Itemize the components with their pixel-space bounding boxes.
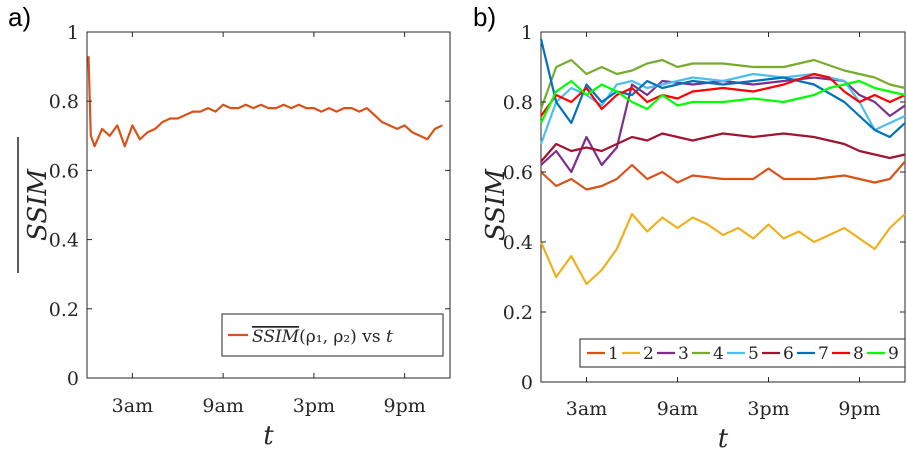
- y-tick-label: 0.2: [503, 302, 533, 324]
- y-axis-label: SSIM: [23, 168, 53, 241]
- y-tick-label: 1: [67, 22, 79, 44]
- series-line-4: [539, 58, 906, 110]
- x-axis-label: t: [263, 421, 274, 451]
- series-line-3: [540, 76, 906, 174]
- legend-entry: SSIM(ρ₁, ρ₂) vs t: [252, 327, 393, 347]
- series-line-6: [540, 132, 906, 163]
- legend-entry-8: 8: [853, 344, 864, 364]
- legend-entry-3: 3: [678, 344, 689, 364]
- series-line-1: [540, 160, 906, 191]
- x-tick-label: 3pm: [747, 398, 789, 420]
- x-axis-label: t: [718, 424, 729, 454]
- legend-box: [221, 313, 444, 357]
- y-tick-label: 0.8: [503, 92, 533, 114]
- x-tick-label: 9pm: [383, 395, 425, 417]
- y-tick-label: 0.2: [49, 299, 79, 321]
- series-line-9: [540, 79, 906, 124]
- legend-entry-7: 7: [818, 344, 829, 364]
- y-tick-label: 1: [521, 22, 533, 44]
- legend-entry-var: t: [386, 327, 393, 347]
- y-tick-label: 0.6: [49, 160, 79, 182]
- legend-entry-9: 9: [888, 344, 899, 364]
- y-tick-label: 0.6: [503, 162, 533, 184]
- y-tick-label: 0.4: [503, 232, 533, 254]
- x-tick-label: 9pm: [838, 398, 880, 420]
- legend-entry-1: 1: [608, 344, 619, 364]
- x-tick-label: 9am: [202, 395, 243, 417]
- y-tick-label: 0.8: [49, 91, 79, 113]
- legend-entry-main: SSIM: [252, 327, 300, 347]
- y-axis-label: SSIM: [481, 168, 511, 241]
- panel-a-label: a): [8, 2, 31, 32]
- series-line-1: [87, 56, 443, 148]
- legend-entry-5: 5: [748, 344, 759, 364]
- y-tick-label: 0.4: [49, 230, 79, 252]
- y-tick-label: 0: [521, 372, 533, 394]
- series-line-8: [540, 72, 906, 117]
- panel-b-label: b): [473, 2, 496, 32]
- series-line-7: [539, 38, 906, 139]
- x-tick-label: 3am: [112, 395, 153, 417]
- series-line-2: [539, 212, 906, 286]
- x-tick-label: 3pm: [293, 395, 335, 417]
- y-tick-label: 0: [67, 368, 79, 390]
- x-tick-label: 9am: [657, 398, 698, 420]
- plot-b: 0 0.2 0.4 0.6 0.8 1 3am 9am 3pm 9pm t SSIM 1 2 3 4 5 6 7 8 9: [481, 22, 906, 454]
- legend-entry-4: 4: [713, 344, 724, 364]
- x-tick-label: 3am: [566, 398, 607, 420]
- series-line-5: [539, 72, 906, 145]
- legend-entry-6: 6: [783, 344, 794, 364]
- legend-entry-rest: (ρ₁, ρ₂) vs: [299, 327, 386, 347]
- legend-entry-2: 2: [643, 344, 654, 364]
